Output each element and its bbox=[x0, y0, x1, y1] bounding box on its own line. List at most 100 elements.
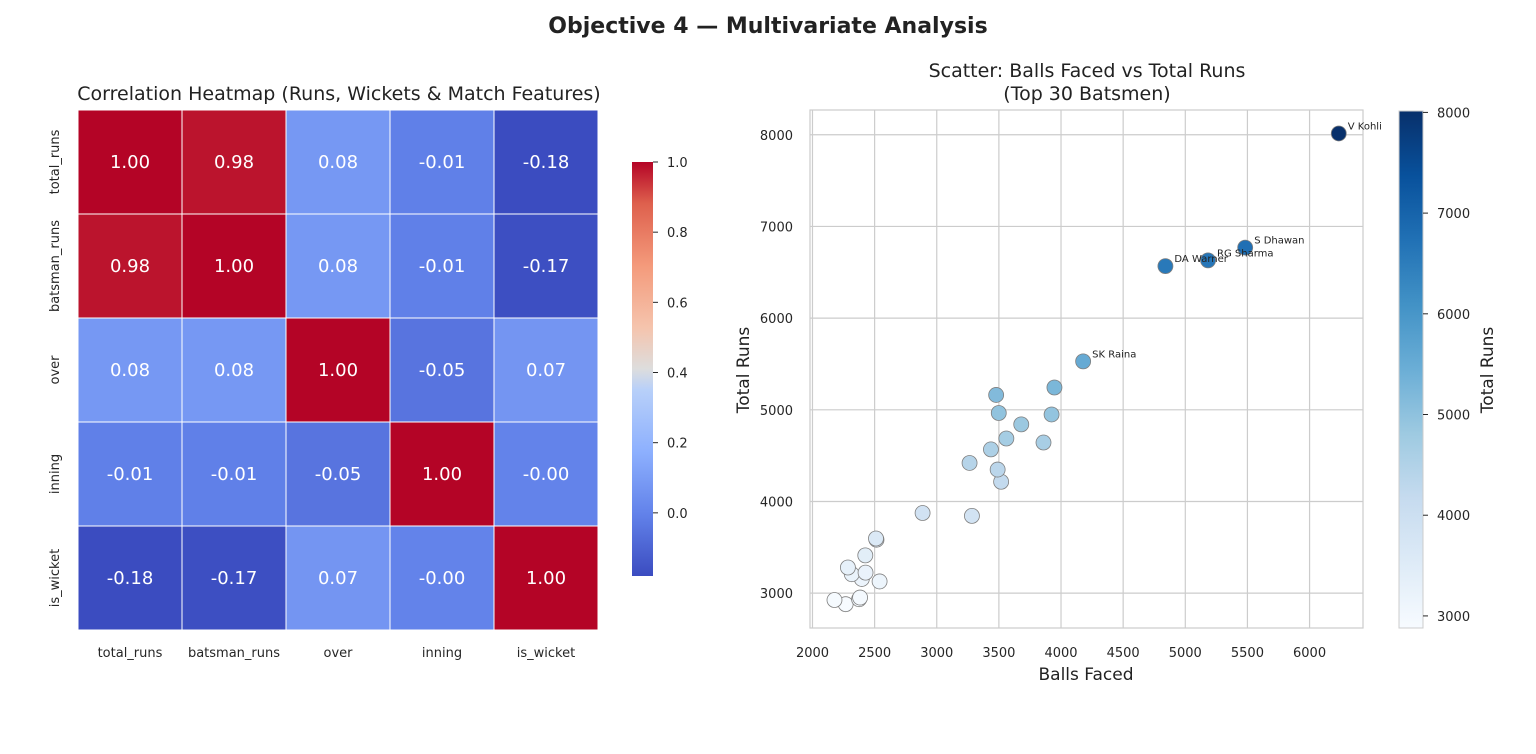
scatter-panel: Scatter: Balls Faced vs Total Runs (Top … bbox=[734, 60, 1382, 685]
heatmap-colorbar-tick-label: 0.6 bbox=[667, 296, 688, 311]
scatter-point bbox=[964, 507, 980, 524]
figure-title: Objective 4 — Multivariate Analysis bbox=[548, 14, 987, 39]
heatmap-cell-label: 0.07 bbox=[318, 568, 358, 589]
scatter-x-axis-label: Balls Faced bbox=[1038, 665, 1133, 685]
heatmap-x-tick-labels: total_runs batsman_runs over inning is_wicke… bbox=[98, 646, 576, 661]
heatmap-cell-label: -0.17 bbox=[523, 256, 570, 277]
scatter-x-tick-label: 5000 bbox=[1169, 646, 1202, 661]
scatter-point bbox=[1043, 406, 1060, 423]
heatmap-cell-label: -0.17 bbox=[211, 568, 258, 589]
heatmap-panel: Correlation Heatmap (Runs, Wickets & Mat… bbox=[48, 83, 601, 661]
scatter-point-label: DA Warner bbox=[1174, 254, 1228, 265]
scatter-point bbox=[1157, 258, 1174, 275]
scatter-point bbox=[857, 564, 874, 581]
heatmap-cell-label: 0.08 bbox=[110, 360, 150, 381]
scatter-point bbox=[961, 455, 978, 471]
scatter-point bbox=[868, 530, 884, 547]
scatter-point bbox=[857, 547, 874, 564]
heatmap-cell bbox=[77, 109, 183, 215]
scatter-y-axis-label: Total Runs bbox=[734, 327, 754, 415]
scatter-colorbar-tick-label: 7000 bbox=[1437, 207, 1470, 222]
heatmap-cell-label: -0.01 bbox=[419, 256, 466, 277]
scatter-point-label: RG Sharma bbox=[1217, 248, 1274, 259]
heatmap-cell-label: -0.01 bbox=[211, 464, 258, 485]
scatter-point bbox=[1200, 252, 1216, 269]
heatmap-cell-label: -0.01 bbox=[107, 464, 154, 485]
scatter-colorbar-tick-label: 3000 bbox=[1437, 610, 1470, 625]
heatmap-cells: 1.00 0.98 0.08 -0.01 -0.18 0.98 1.00 0.08 -0.01 -… bbox=[77, 109, 599, 631]
scatter-y-tick-label: 5000 bbox=[760, 404, 793, 419]
scatter-title-line-2: (Top 30 Batsmen) bbox=[1003, 83, 1170, 105]
heatmap-cell-label: 0.08 bbox=[318, 256, 358, 277]
scatter-x-tick-label: 2500 bbox=[858, 646, 891, 661]
scatter-x-tick-label: 2000 bbox=[796, 646, 829, 661]
scatter-point bbox=[1237, 239, 1254, 256]
heatmap-colorbar-tick-label: 0.4 bbox=[667, 367, 688, 382]
heatmap-colorbar-bar bbox=[632, 162, 653, 576]
heatmap-cell bbox=[181, 109, 287, 215]
heatmap-x-tick-label: batsman_runs bbox=[188, 646, 280, 661]
scatter-colorbar: 3000 4000 5000 6000 7000 8000 Total Runs bbox=[1398, 106, 1498, 629]
heatmap-x-tick-label: is_wicket bbox=[517, 646, 575, 661]
heatmap-cell bbox=[285, 317, 391, 423]
scatter-y-tick-label: 8000 bbox=[760, 129, 793, 144]
heatmap-y-tick-label: batsman_runs bbox=[48, 220, 63, 312]
heatmap-cell bbox=[285, 421, 391, 527]
scatter-point bbox=[840, 559, 856, 576]
heatmap-cell-label: 1.00 bbox=[318, 360, 358, 381]
heatmap-cell-label: 0.98 bbox=[110, 256, 150, 277]
heatmap-colorbar-tick-label: 0.8 bbox=[667, 226, 688, 241]
scatter-point bbox=[990, 405, 1007, 421]
heatmap-cell-label: -0.05 bbox=[419, 360, 466, 381]
scatter-colorbar-label: Total Runs bbox=[1478, 327, 1498, 415]
heatmap-cell bbox=[285, 109, 391, 215]
scatter-title-line-1: Scatter: Balls Faced vs Total Runs bbox=[929, 60, 1246, 82]
heatmap-cell bbox=[77, 525, 183, 631]
heatmap-cell-label: -0.18 bbox=[107, 568, 154, 589]
scatter-colorbar-tick-label: 4000 bbox=[1437, 509, 1470, 524]
heatmap-cell-label: -0.01 bbox=[419, 152, 466, 173]
heatmap-x-tick-label: over bbox=[324, 646, 354, 661]
heatmap-cell-label: -0.00 bbox=[419, 568, 466, 589]
scatter-point bbox=[1013, 416, 1030, 433]
scatter-x-tick-label: 4500 bbox=[1107, 646, 1140, 661]
heatmap-x-tick-label: total_runs bbox=[98, 646, 163, 661]
scatter-point bbox=[1035, 434, 1052, 451]
scatter-colorbar-tick-label: 5000 bbox=[1437, 409, 1470, 424]
heatmap-cell bbox=[181, 421, 287, 527]
heatmap-colorbar-tick-label: 0.0 bbox=[667, 507, 688, 522]
heatmap-cell bbox=[389, 421, 495, 527]
scatter-colorbar-bar bbox=[1398, 110, 1424, 629]
heatmap-cell-label: -0.05 bbox=[315, 464, 362, 485]
heatmap-cell-label: -0.18 bbox=[523, 152, 570, 173]
scatter-x-tick-label: 4000 bbox=[1044, 646, 1077, 661]
heatmap-cell-label: -0.00 bbox=[523, 464, 570, 485]
heatmap-y-tick-label: is_wicket bbox=[48, 549, 63, 607]
heatmap-cell-label: 1.00 bbox=[422, 464, 462, 485]
scatter-point bbox=[1330, 125, 1347, 142]
heatmap-cell-label: 1.00 bbox=[526, 568, 566, 589]
scatter-plot-frame bbox=[809, 109, 1364, 629]
heatmap-colorbar-tick-label: 0.2 bbox=[667, 437, 688, 452]
heatmap-cell bbox=[389, 317, 495, 423]
heatmap-y-tick-label: total_runs bbox=[48, 129, 63, 194]
heatmap-cell-label: 1.00 bbox=[214, 256, 254, 277]
scatter-colorbar-tick-label: 6000 bbox=[1437, 308, 1470, 323]
heatmap-cell bbox=[493, 317, 599, 423]
scatter-point-label: S Dhawan bbox=[1254, 236, 1304, 247]
scatter-point-label: SK Raina bbox=[1092, 349, 1136, 360]
heatmap-cell-label: 0.08 bbox=[214, 360, 254, 381]
scatter-x-tick-label: 3500 bbox=[982, 646, 1015, 661]
scatter-point bbox=[871, 573, 888, 590]
scatter-x-tick-label: 3000 bbox=[920, 646, 953, 661]
scatter-x-tick-label: 6000 bbox=[1293, 646, 1326, 661]
heatmap-cell bbox=[181, 317, 287, 423]
heatmap-cell bbox=[77, 421, 183, 527]
scatter-y-tick-label: 3000 bbox=[760, 587, 793, 602]
heatmap-cell bbox=[389, 109, 495, 215]
scatter-point bbox=[983, 441, 999, 458]
heatmap-cell-label: 0.07 bbox=[526, 360, 566, 381]
